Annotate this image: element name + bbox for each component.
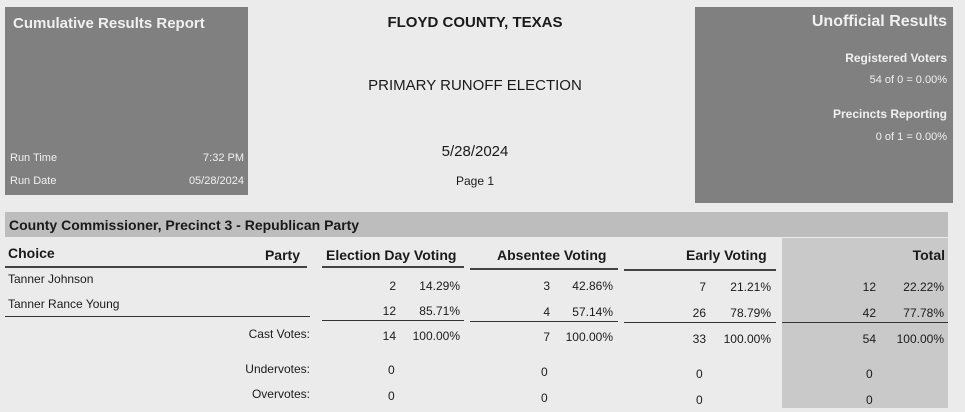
total-votes: 12 bbox=[862, 280, 876, 294]
early-votes: 7 bbox=[699, 280, 706, 294]
run-date-label: Run Date bbox=[10, 175, 57, 187]
header-underline-absentee bbox=[470, 268, 618, 270]
sum-line-early bbox=[624, 322, 776, 323]
registered-voters-value: 54 of 0 = 0.00% bbox=[869, 74, 947, 86]
registered-voters-label: Registered Voters bbox=[845, 51, 947, 65]
run-time-label: Run Time bbox=[10, 152, 58, 164]
report-title: Cumulative Results Report bbox=[13, 15, 205, 32]
overvotes-early: 0 bbox=[696, 393, 703, 407]
precincts-reporting-label: Precincts Reporting bbox=[832, 107, 947, 121]
cast-absentee-votes: 7 bbox=[543, 330, 550, 344]
election-day-percent: 14.29% bbox=[419, 279, 460, 293]
run-date-value: 05/28/2024 bbox=[188, 175, 244, 187]
early-votes: 26 bbox=[692, 306, 706, 320]
column-header-election-day: Election Day Voting bbox=[326, 247, 457, 263]
header-underline-early bbox=[624, 269, 776, 271]
undervotes-absentee: 0 bbox=[541, 365, 548, 379]
cast-election-day-percent: 100.00% bbox=[412, 329, 460, 343]
cast-election-day-votes: 14 bbox=[382, 329, 396, 343]
absentee-percent: 57.14% bbox=[572, 305, 613, 319]
column-header-absentee: Absentee Voting bbox=[497, 247, 607, 263]
run-time-value: 7:32 PM bbox=[203, 152, 244, 164]
candidate-name: Tanner Rance Young bbox=[8, 297, 120, 311]
header-underline-choice bbox=[5, 266, 307, 268]
cast-total-percent: 100.00% bbox=[896, 332, 944, 346]
header-underline-election-day bbox=[322, 266, 464, 268]
column-header-party: Party bbox=[264, 247, 300, 263]
status-title: Unofficial Results bbox=[811, 13, 947, 30]
cast-early-votes: 33 bbox=[692, 332, 706, 346]
election-date: 5/28/2024 bbox=[441, 143, 509, 160]
report-info-box: Cumulative Results Report Run Time 7:32 … bbox=[5, 7, 248, 195]
race-title: County Commissioner, Precinct 3 - Republ… bbox=[9, 217, 360, 233]
row-divider bbox=[5, 316, 310, 317]
undervotes-early: 0 bbox=[696, 367, 703, 381]
sum-line-absentee bbox=[470, 321, 618, 322]
candidate-name: Tanner Johnson bbox=[8, 272, 94, 286]
precincts-reporting-value: 0 of 1 = 0.00% bbox=[875, 131, 947, 143]
election-day-percent: 85.71% bbox=[419, 304, 460, 318]
election-day-votes: 2 bbox=[389, 279, 396, 293]
overvotes-absentee: 0 bbox=[541, 391, 548, 405]
sum-line-election-day bbox=[322, 320, 464, 321]
column-header-total: Total bbox=[912, 247, 945, 263]
county-title: FLOYD COUNTY, TEXAS bbox=[387, 14, 563, 31]
undervotes-election-day: 0 bbox=[388, 363, 395, 377]
sum-line-total bbox=[782, 322, 948, 323]
cast-total-votes: 54 bbox=[862, 332, 876, 346]
overvotes-election-day: 0 bbox=[388, 389, 395, 403]
undervotes-total: 0 bbox=[866, 367, 873, 381]
overvotes-total: 0 bbox=[866, 393, 873, 407]
race-header: County Commissioner, Precinct 3 - Republ… bbox=[5, 212, 948, 237]
election-day-votes: 12 bbox=[382, 304, 396, 318]
column-header-early: Early Voting bbox=[686, 247, 767, 263]
undervotes-label: Undervotes: bbox=[245, 362, 310, 376]
total-percent: 77.78% bbox=[903, 306, 944, 320]
results-status-box: Unofficial Results Registered Voters 54 … bbox=[695, 7, 953, 203]
overvotes-label: Overvotes: bbox=[251, 387, 310, 401]
cast-absentee-percent: 100.00% bbox=[565, 330, 613, 344]
total-column-shading bbox=[782, 238, 948, 408]
early-percent: 21.21% bbox=[730, 280, 771, 294]
total-votes: 42 bbox=[862, 306, 876, 320]
absentee-votes: 3 bbox=[543, 279, 550, 293]
cast-early-percent: 100.00% bbox=[723, 332, 771, 346]
page-number: Page 1 bbox=[455, 174, 495, 188]
column-header-choice: Choice bbox=[8, 245, 55, 261]
absentee-votes: 4 bbox=[543, 305, 550, 319]
election-name: PRIMARY RUNOFF ELECTION bbox=[368, 77, 582, 94]
absentee-percent: 42.86% bbox=[572, 279, 613, 293]
total-percent: 22.22% bbox=[903, 280, 944, 294]
cast-votes-label: Cast Votes: bbox=[248, 327, 310, 341]
early-percent: 78.79% bbox=[730, 306, 771, 320]
